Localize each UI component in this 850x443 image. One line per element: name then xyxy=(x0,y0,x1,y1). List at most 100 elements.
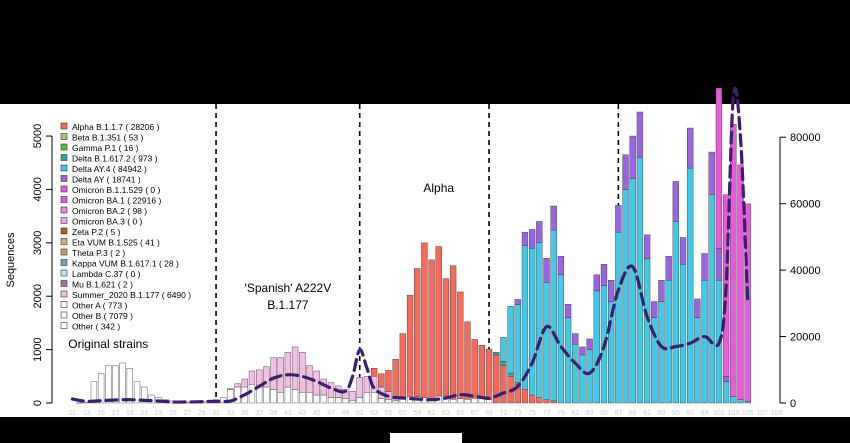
bar-alpha-b-1-1-7-74 xyxy=(521,389,529,404)
legend-swatch-13 xyxy=(60,259,68,266)
bar-alpha-b-1-1-7-78 xyxy=(550,400,557,404)
period-divider-lines xyxy=(215,104,620,403)
bottom-label-box xyxy=(390,433,462,443)
bar-delta-ay-79 xyxy=(557,255,565,276)
x-tick-label-79: 79 xyxy=(557,410,565,417)
legend-swatch-16 xyxy=(60,290,68,298)
bar-other-64 xyxy=(449,399,457,404)
x-tick-label-109: 109 xyxy=(771,410,783,417)
x-tick-label-83: 83 xyxy=(586,410,594,417)
legend-label-9: Omicron BA.3 ( 0 ) xyxy=(72,217,143,227)
x-tick-label-35: 35 xyxy=(241,410,249,417)
bar-delta-ay-4-88 xyxy=(622,189,629,404)
legend-label-13: Kappa VUM B.1.617.1 ( 28 ) xyxy=(72,259,179,269)
x-tick-label-41: 41 xyxy=(284,410,292,417)
bar-summer-2020-b-1-177-39 xyxy=(270,357,277,390)
bar-delta-ay-4-87 xyxy=(615,231,622,404)
annotation-2: B.1.177 xyxy=(267,298,309,312)
bar-delta-ay-4-104 xyxy=(737,399,744,404)
x-tick-label-17: 17 xyxy=(112,410,120,417)
bar-omicron-ba-1-105 xyxy=(744,203,751,402)
x-tick-label-39: 39 xyxy=(270,410,278,417)
x-tick-label-99: 99 xyxy=(701,410,709,417)
legend-swatch-6 xyxy=(60,185,68,193)
bar-other-18 xyxy=(119,362,126,404)
legend-swatch-10 xyxy=(60,227,68,235)
bar-other-53 xyxy=(370,392,378,404)
bar-other-54 xyxy=(378,398,385,404)
bar-delta-ay-74 xyxy=(521,231,529,246)
bar-alpha-b-1-1-7-61 xyxy=(428,259,435,399)
bar-summer-2020-b-1-177-43 xyxy=(299,352,306,393)
bar-summer-2020-b-1-177-50 xyxy=(349,391,356,401)
bar-other-17 xyxy=(112,365,119,404)
bar-delta-ay-86 xyxy=(608,279,615,302)
bar-delta-ay-4-95 xyxy=(672,221,679,404)
bar-delta-ay-96 xyxy=(679,237,687,265)
bar-delta-ay-4-93 xyxy=(658,301,665,404)
y2-tick-label-20000: 20000 xyxy=(790,332,821,344)
bar-other-48 xyxy=(335,397,342,404)
y-tick-label-5000: 5000 xyxy=(32,124,44,148)
legend-label-0: Alpha B.1.1.7 ( 28206 ) xyxy=(72,122,160,132)
x-tick-label-57: 57 xyxy=(399,410,407,417)
x-tick-label-51: 51 xyxy=(356,410,364,417)
legend-label-1: Beta B.1.351 ( 53 ) xyxy=(72,133,144,143)
x-tick-label-23: 23 xyxy=(155,410,163,417)
bar-delta-ay-4-102 xyxy=(722,381,730,404)
bar-delta-ay-97 xyxy=(687,127,694,169)
bar-other-65 xyxy=(457,398,464,404)
bar-other-46 xyxy=(320,394,327,404)
bar-other-40 xyxy=(277,392,284,404)
bar-delta-ay-4-74 xyxy=(521,245,529,390)
bar-summer-2020-b-1-177-36 xyxy=(248,370,256,385)
bar-delta-ay-83 xyxy=(586,338,593,350)
y-tick-label-3000: 3000 xyxy=(32,231,44,255)
bar-other-21 xyxy=(141,386,148,404)
legend-label-18: Other B ( 7079 ) xyxy=(72,311,133,321)
bar-other-42 xyxy=(291,389,299,404)
bar-alpha-b-1-1-7-71 xyxy=(500,365,507,404)
legend-label-11: Eta VUM B.1.525 ( 41 ) xyxy=(72,238,160,248)
y-tick-label-4000: 4000 xyxy=(32,177,44,201)
bar-delta-ay-78 xyxy=(550,205,557,231)
bar-delta-ay-77 xyxy=(543,258,550,283)
bar-alpha-b-1-1-7-58 xyxy=(406,294,414,397)
bar-other-49 xyxy=(342,398,349,404)
bar-other-66 xyxy=(464,399,471,404)
x-tick-label-15: 15 xyxy=(97,410,105,417)
x-tick-label-25: 25 xyxy=(169,410,177,417)
legend-swatch-17 xyxy=(60,301,68,308)
legend-swatch-11 xyxy=(60,238,68,245)
bar-other-50 xyxy=(349,400,356,404)
bar-alpha-b-1-1-7-64 xyxy=(449,265,457,400)
bar-delta-ay-88 xyxy=(622,154,629,190)
bar-alpha-b-1-1-7-69 xyxy=(485,348,493,400)
bar-other-56 xyxy=(392,400,399,404)
bar-delta-ay-89 xyxy=(629,135,636,179)
bar-alpha-b-1-1-7-75 xyxy=(529,394,536,404)
bar-summer-2020-b-1-177-42 xyxy=(291,346,299,390)
x-tick-label-47: 47 xyxy=(327,410,335,417)
bar-other-14 xyxy=(90,381,98,404)
bar-summer-2020-b-1-177-51 xyxy=(356,377,363,398)
bar-summer-2020-b-1-177-34 xyxy=(234,383,241,388)
bar-delta-ay-4-99 xyxy=(701,279,708,404)
bar-delta-ay-4-84 xyxy=(593,290,600,404)
bar-delta-ay-90 xyxy=(636,111,644,158)
legend-label-15: Mu B.1.621 ( 2 ) xyxy=(72,280,133,290)
bar-delta-ay-85 xyxy=(600,263,608,286)
x-tick-label-71: 71 xyxy=(500,410,508,417)
y-axis-label: Sequences xyxy=(5,232,17,288)
x-tick-label-95: 95 xyxy=(672,410,680,417)
bar-delta-ay-4-72 xyxy=(507,306,514,374)
x-tick-label-21: 21 xyxy=(140,410,148,417)
axes: 0 1000 2000 3000 4000 5000 0 20000 40000 60000 800… xyxy=(32,124,821,417)
y-tick-label-1000: 1000 xyxy=(32,337,44,361)
period-annotations: Original strains 'Spanish' A222V B.1.177 Al… xyxy=(68,181,454,351)
x-tick-label-45: 45 xyxy=(313,410,321,417)
bar-delta-ay-4-89 xyxy=(629,178,636,404)
x-tick-label-27: 27 xyxy=(183,410,191,417)
bar-other-43 xyxy=(299,392,306,404)
y-tick-label-2000: 2000 xyxy=(32,284,44,308)
